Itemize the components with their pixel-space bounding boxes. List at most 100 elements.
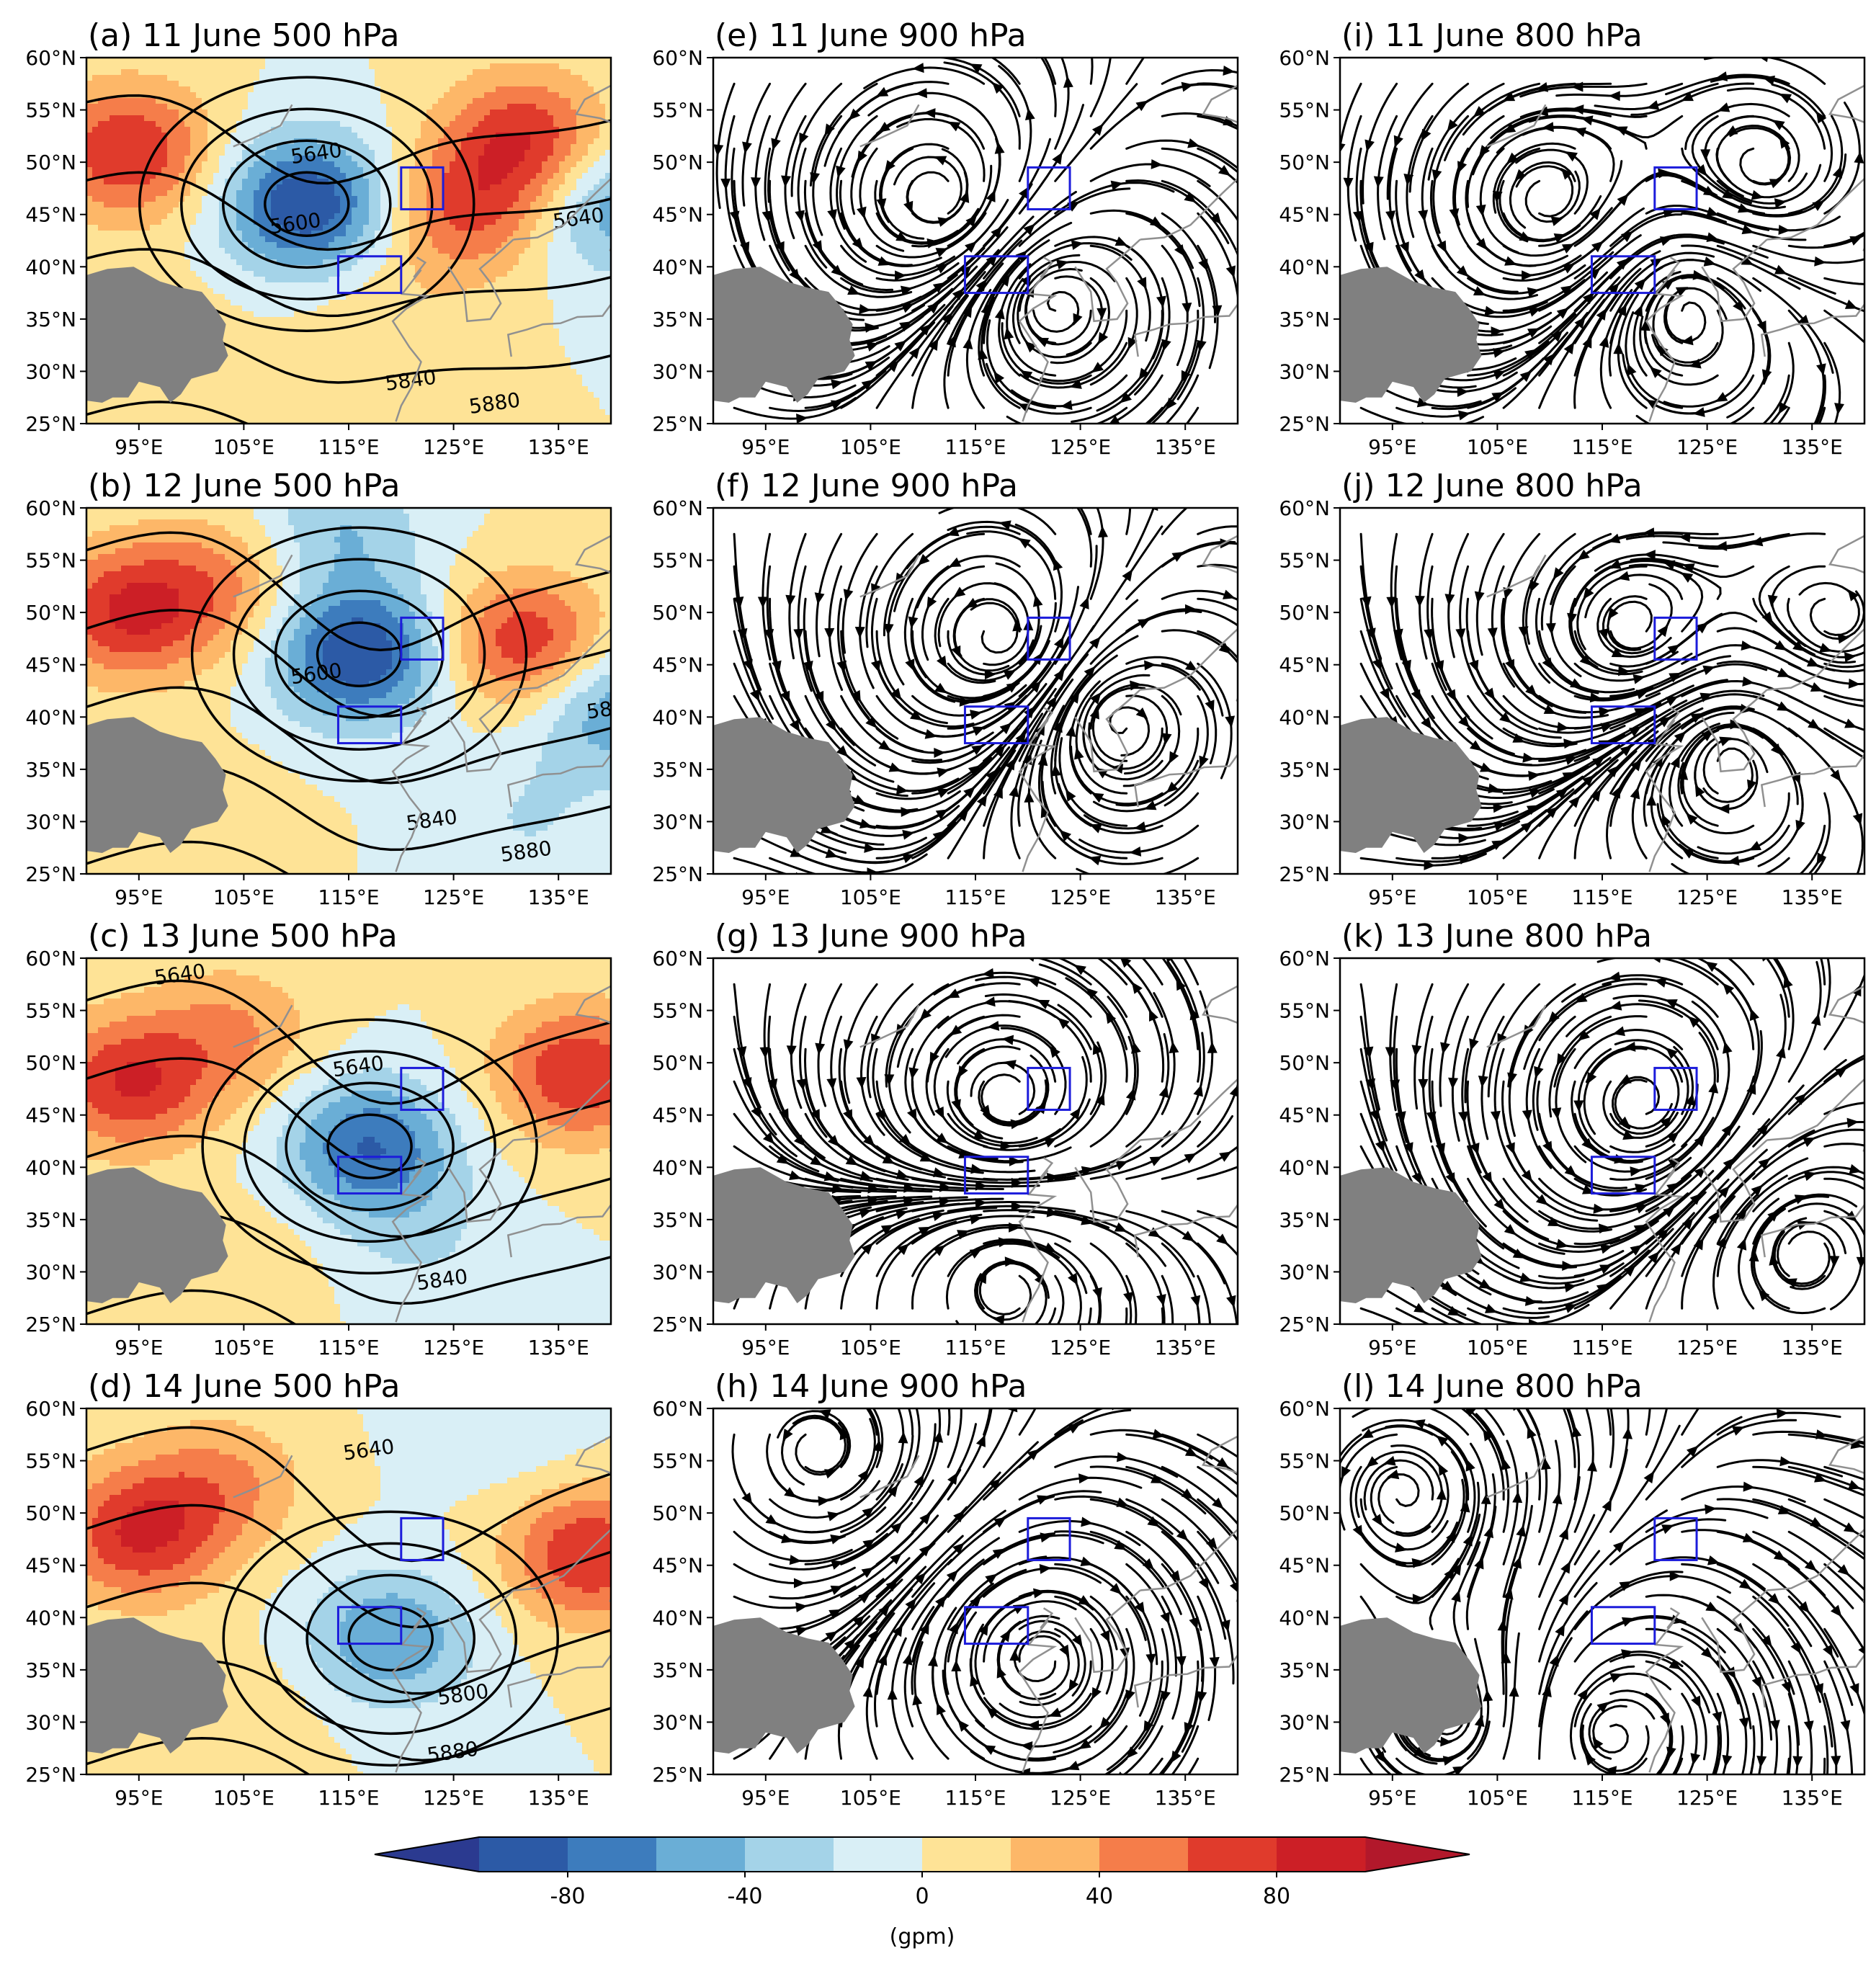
streamline — [1538, 1145, 1647, 1197]
streamline — [1681, 1563, 1790, 1627]
coastline — [1645, 707, 1684, 872]
streamline-arrow — [1418, 1078, 1429, 1091]
streamline — [1609, 210, 1727, 247]
streamline — [1171, 1725, 1200, 1774]
streamline-arrow — [1156, 1294, 1166, 1307]
streamline-arrow — [1105, 1011, 1117, 1024]
streamline-arrow — [1643, 1470, 1655, 1484]
streamline — [863, 66, 986, 89]
streamline-arrow — [1390, 1079, 1401, 1091]
streamline-arrow — [810, 172, 820, 184]
y-tick-label: 50°N — [652, 151, 703, 174]
streamline — [804, 1501, 914, 1565]
y-tick-label: 30°N — [25, 810, 76, 834]
streamline-arrow — [1522, 270, 1534, 281]
streamline-arrow — [1254, 135, 1269, 151]
streamline — [1359, 406, 1485, 424]
streamline — [1669, 723, 1720, 827]
streamline-arrow — [861, 1567, 874, 1578]
streamline-arrow — [999, 274, 1010, 287]
streamline-arrow — [859, 304, 871, 314]
streamline-arrow — [827, 1511, 840, 1522]
coastline — [513, 985, 611, 1141]
streamline-arrow — [1516, 1524, 1526, 1537]
streamline — [1018, 1620, 1086, 1697]
streamline-arrow — [1604, 1766, 1617, 1774]
y-tick-label: 50°N — [25, 601, 76, 625]
streamline-arrow — [903, 1182, 916, 1193]
y-tick-label: 25°N — [652, 862, 703, 886]
streamline-arrow — [1387, 1469, 1400, 1480]
streamline-arrow — [1512, 1491, 1523, 1504]
contour-line — [86, 171, 611, 251]
streamline — [1519, 82, 1648, 98]
y-tick-label: 30°N — [25, 359, 76, 383]
streamline — [970, 1061, 1036, 1115]
contour-ring — [222, 139, 392, 269]
y-tick-label: 35°N — [25, 1208, 76, 1232]
streamline-arrow — [820, 823, 834, 834]
streamline — [1006, 406, 1128, 424]
streamline-arrow — [1694, 1134, 1706, 1147]
streamline — [946, 1080, 1038, 1145]
streamline-arrow — [1524, 1295, 1537, 1306]
streamline — [1054, 1530, 1164, 1588]
coastline — [447, 1139, 514, 1223]
streamline-arrow — [1550, 330, 1563, 342]
y-tick-label: 25°N — [1279, 862, 1330, 886]
streamline — [1538, 630, 1635, 694]
streamline-arrow — [935, 809, 949, 820]
streamline-arrow — [1255, 1148, 1270, 1162]
streamline-arrow — [1617, 303, 1627, 317]
streamline-arrow — [1564, 1165, 1577, 1176]
colorbar-tick-label: 0 — [915, 1884, 929, 1909]
streamline-arrow — [812, 240, 823, 253]
streamline-arrow — [1564, 755, 1578, 766]
y-tick-label: 35°N — [652, 1658, 703, 1682]
streamline — [1161, 958, 1200, 1050]
streamline — [1752, 1128, 1864, 1180]
streamline-arrow — [1514, 169, 1527, 182]
streamline-arrow — [818, 1496, 830, 1506]
streamline-arrow — [968, 765, 981, 777]
streamline-arrow — [1751, 1676, 1761, 1689]
streamline-arrow — [1205, 700, 1215, 713]
coastline — [1766, 535, 1864, 691]
streamline-arrow — [1814, 256, 1826, 267]
streamline-arrow — [1125, 1088, 1136, 1101]
streamline-arrow — [1519, 231, 1532, 241]
streamline — [1428, 1423, 1476, 1533]
y-tick-label: 40°N — [25, 1156, 76, 1179]
x-tick-label: 105°E — [840, 1786, 901, 1810]
streamline-arrow — [795, 210, 805, 223]
streamline-arrow — [1341, 1466, 1351, 1479]
coastline — [1074, 1139, 1141, 1223]
streamline — [840, 1565, 927, 1663]
streamline-arrow — [1130, 680, 1142, 691]
streamline-arrow — [952, 1542, 965, 1555]
streamline — [1548, 1015, 1612, 1118]
streamline — [947, 630, 1035, 676]
streamline-arrow — [1674, 731, 1687, 743]
streamline-arrow — [1027, 1720, 1040, 1730]
streamline — [933, 971, 1057, 996]
streamline-arrow — [1089, 823, 1102, 834]
streamline-arrow — [1044, 1138, 1057, 1148]
streamline-arrow — [831, 1184, 844, 1194]
streamline-arrow — [1656, 344, 1669, 357]
streamline — [875, 1197, 1004, 1212]
streamline-arrow — [1089, 636, 1101, 649]
streamline-arrow — [830, 1586, 844, 1596]
streamline-arrow — [1024, 706, 1035, 719]
streamline — [1823, 1210, 1863, 1310]
streamline-arrow — [1145, 1653, 1156, 1666]
y-tick-label: 25°N — [652, 1763, 703, 1787]
streamline-arrow — [1403, 174, 1414, 186]
terrain-mask — [1340, 1167, 1482, 1303]
streamline-arrow — [1770, 743, 1782, 756]
streamline — [1691, 115, 1752, 205]
streamline-arrow — [1184, 1447, 1198, 1457]
streamline-arrow — [1523, 1024, 1534, 1037]
streamline-arrow — [1092, 1287, 1102, 1300]
streamline-arrow — [1068, 1424, 1081, 1434]
